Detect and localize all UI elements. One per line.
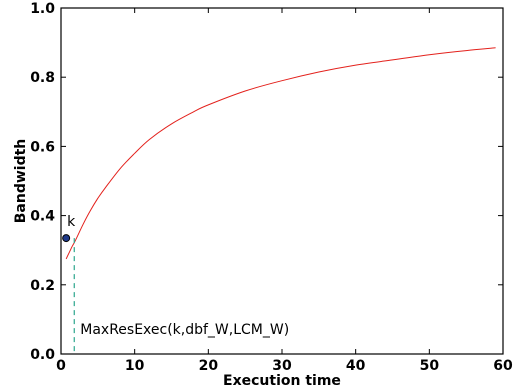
k-point [62,234,71,243]
x-tick-label: 30 [272,358,292,374]
y-tick-label: 0.2 [30,278,55,294]
y-tick-label: 1.0 [30,1,55,17]
max-res-exec-annotation: MaxResExec(k,dbf_W,LCM_W) [80,322,289,338]
bandwidth-curve [65,47,496,260]
x-tick-label: 20 [199,358,219,374]
y-tick-label: 0.6 [30,139,55,155]
x-tick-label: 40 [346,358,366,374]
y-tick-label: 0.4 [30,209,55,225]
plot-frame [60,7,504,355]
x-axis-label: Execution time [223,373,341,389]
x-tick-label: 0 [56,358,66,374]
x-tick-label: 60 [493,358,513,374]
y-tick-label: 0.8 [30,70,55,86]
tick-labels: 0 10 20 30 40 50 60 0.0 0.2 0.4 0.6 0.8 1.0 [30,1,513,374]
x-tick-label: 50 [420,358,440,374]
x-tick-label: 10 [125,358,145,374]
y-tick-label: 0.0 [30,347,55,363]
k-point-label: k [67,214,76,230]
ticks [60,7,504,355]
y-axis-label: Bandwidth [13,139,29,224]
